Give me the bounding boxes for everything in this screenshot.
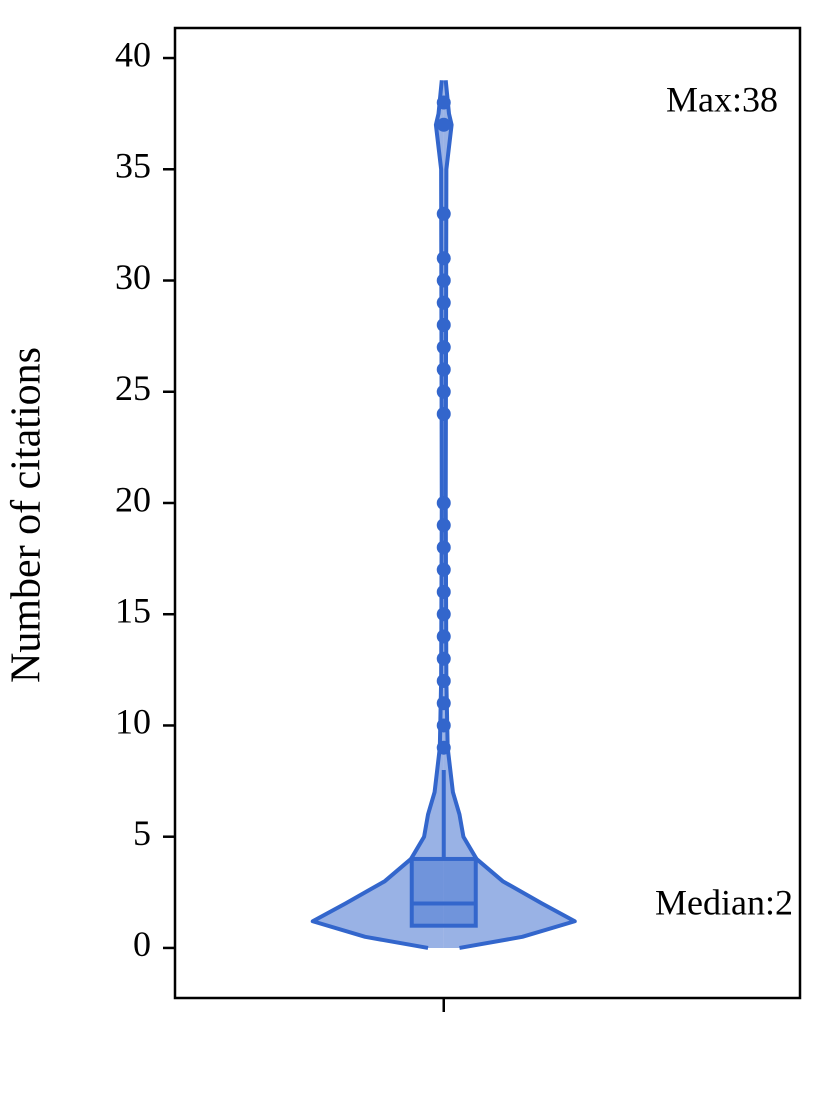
outlier (436, 495, 451, 510)
outlier (436, 673, 451, 688)
y-tick-label: 40 (115, 34, 151, 74)
violin-half (312, 80, 444, 948)
y-tick-label: 25 (115, 368, 151, 408)
outlier (436, 540, 451, 555)
y-axis-label: Number of citations (4, 347, 50, 683)
outlier (436, 117, 451, 132)
outlier (436, 406, 451, 421)
violin-outline (310, 80, 444, 950)
outlier (436, 562, 451, 577)
outlier (436, 95, 451, 110)
y-tick-label: 30 (115, 257, 151, 297)
violin-outline (443, 80, 577, 950)
outlier (436, 362, 451, 377)
y-tick-label: 5 (133, 813, 151, 853)
outlier (436, 318, 451, 333)
outlier (436, 273, 451, 288)
outlier (436, 584, 451, 599)
outlier (436, 718, 451, 733)
outlier (436, 607, 451, 622)
outlier (436, 251, 451, 266)
outlier (436, 629, 451, 644)
outlier (436, 651, 451, 666)
outlier (436, 206, 451, 221)
outlier (436, 384, 451, 399)
outlier (436, 295, 451, 310)
outlier (436, 696, 451, 711)
annotation: Median:2 (655, 882, 793, 922)
y-tick-label: 0 (133, 924, 151, 964)
outlier (436, 518, 451, 533)
violin-half (443, 80, 575, 948)
y-tick-label: 35 (115, 146, 151, 186)
outlier (436, 740, 451, 755)
y-tick-label: 15 (115, 590, 151, 630)
box (409, 856, 478, 928)
plot-frame (173, 26, 802, 1000)
y-tick-label: 20 (115, 479, 151, 519)
annotation: Max:38 (666, 79, 778, 119)
outlier (436, 340, 451, 355)
y-tick-label: 10 (115, 702, 151, 742)
